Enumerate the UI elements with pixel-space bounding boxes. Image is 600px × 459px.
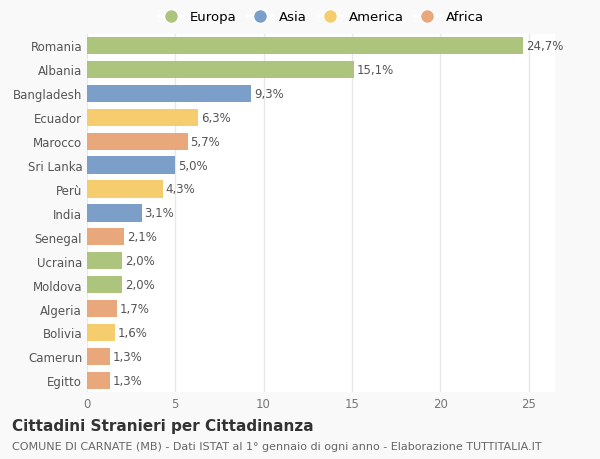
Bar [87, 324, 115, 341]
Bar [87, 109, 198, 127]
Text: 4,3%: 4,3% [166, 183, 196, 196]
Bar [87, 229, 124, 246]
Bar [87, 62, 353, 79]
Text: 9,3%: 9,3% [254, 88, 284, 101]
Text: 5,7%: 5,7% [190, 135, 220, 148]
Bar [87, 276, 122, 294]
Text: 6,3%: 6,3% [201, 112, 230, 124]
Text: 1,3%: 1,3% [113, 374, 142, 387]
Text: Cittadini Stranieri per Cittadinanza: Cittadini Stranieri per Cittadinanza [12, 418, 314, 433]
Bar [87, 181, 163, 198]
Text: 2,0%: 2,0% [125, 255, 155, 268]
Bar [87, 252, 122, 270]
Bar [87, 348, 110, 365]
Text: 1,7%: 1,7% [119, 302, 149, 315]
Bar [87, 85, 251, 103]
Text: 24,7%: 24,7% [526, 40, 563, 53]
Bar [87, 133, 188, 151]
Legend: Europa, Asia, America, Africa: Europa, Asia, America, Africa [158, 11, 484, 24]
Text: 2,0%: 2,0% [125, 279, 155, 291]
Bar [87, 300, 117, 318]
Text: COMUNE DI CARNATE (MB) - Dati ISTAT al 1° gennaio di ogni anno - Elaborazione TU: COMUNE DI CARNATE (MB) - Dati ISTAT al 1… [12, 441, 542, 451]
Text: 2,1%: 2,1% [127, 231, 157, 244]
Bar [87, 38, 523, 55]
Text: 1,3%: 1,3% [113, 350, 142, 363]
Text: 15,1%: 15,1% [356, 64, 394, 77]
Bar [87, 372, 110, 389]
Text: 3,1%: 3,1% [145, 207, 174, 220]
Text: 1,6%: 1,6% [118, 326, 148, 339]
Bar [87, 205, 142, 222]
Bar [87, 157, 175, 174]
Text: 5,0%: 5,0% [178, 159, 208, 172]
